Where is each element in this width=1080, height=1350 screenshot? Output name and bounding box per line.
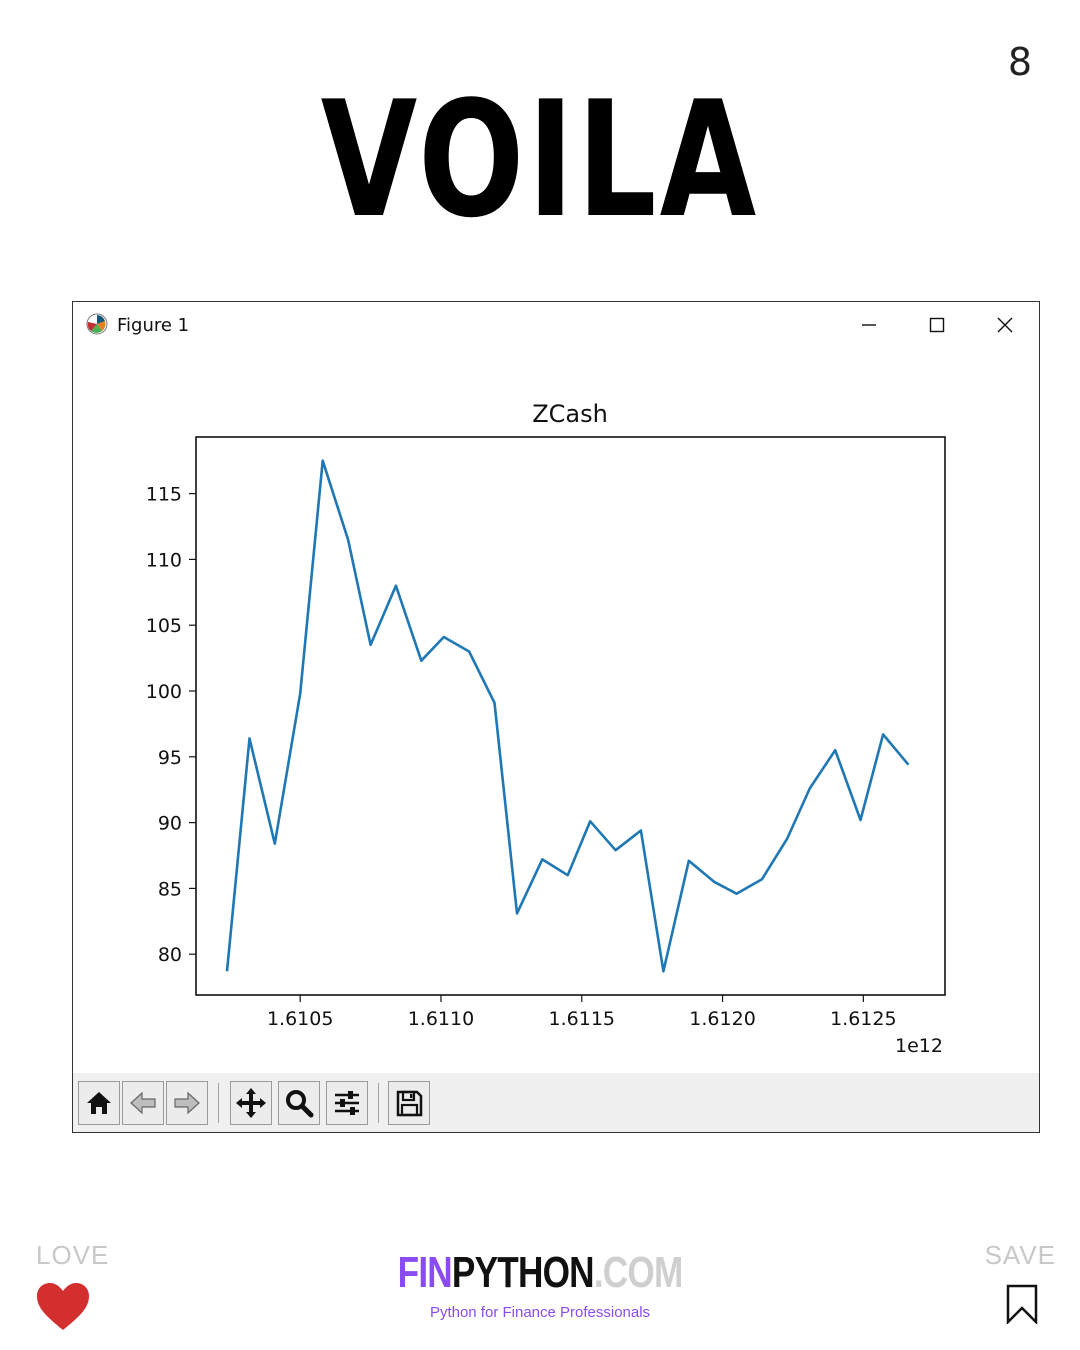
back-arrow-icon — [130, 1091, 156, 1115]
y-tick-label: 100 — [146, 681, 182, 703]
back-button[interactable] — [122, 1081, 164, 1125]
heart-icon[interactable] — [36, 1282, 90, 1332]
chart-title: ZCash — [532, 400, 608, 428]
close-icon — [997, 317, 1013, 333]
y-tick-label: 95 — [158, 747, 182, 769]
y-tick-label: 105 — [146, 615, 182, 637]
save-label: SAVE — [984, 1240, 1056, 1270]
pan-button[interactable] — [230, 1081, 272, 1125]
brand-fin: FIN — [397, 1248, 453, 1297]
page-number: 8 — [1007, 40, 1032, 84]
y-tick-label: 115 — [146, 484, 182, 506]
x-tick-label: 1.6115 — [549, 1008, 615, 1030]
minimize-button[interactable] — [849, 308, 889, 342]
toolbar-separator — [218, 1083, 219, 1123]
forward-arrow-icon — [174, 1091, 200, 1115]
page-heading: VOILA — [320, 66, 760, 253]
close-button[interactable] — [985, 308, 1025, 342]
brand-logo: FINPYTHON.COM — [0, 1248, 1080, 1298]
configure-subplots-button[interactable] — [326, 1081, 368, 1125]
maximize-button[interactable] — [917, 308, 957, 342]
matplotlib-logo-icon — [86, 313, 108, 335]
save-figure-button[interactable] — [388, 1081, 430, 1125]
x-tick-label: 1.6120 — [689, 1008, 755, 1030]
figure-window: Figure 1 ZCash 1.6105 1.6110 1.6115 1.6120 1… — [72, 301, 1040, 1133]
save-figure-icon — [396, 1090, 423, 1117]
configure-subplots-icon — [335, 1091, 359, 1115]
window-title: Figure 1 — [117, 315, 190, 336]
pan-icon — [236, 1088, 266, 1118]
plot-frame — [195, 436, 946, 996]
bookmark-icon[interactable] — [1005, 1284, 1039, 1324]
zoom-button[interactable] — [278, 1081, 320, 1125]
brand-com: .COM — [593, 1248, 684, 1297]
y-tick-label: 80 — [158, 944, 182, 966]
zoom-icon — [286, 1090, 314, 1118]
y-tick-label: 85 — [158, 878, 182, 900]
y-tick-label: 110 — [146, 549, 182, 571]
brand-tagline: Python for Finance Professionals — [429, 1304, 651, 1321]
plot-canvas[interactable]: ZCash 1.6105 1.6110 1.6115 1.6120 1.6125 80 85… — [73, 350, 1039, 1073]
home-button[interactable] — [78, 1081, 120, 1125]
y-tick-label: 90 — [158, 813, 182, 835]
x-axis-offset-label: 1e12 — [895, 1035, 943, 1057]
x-tick-label: 1.6125 — [830, 1008, 896, 1030]
x-tick-label: 1.6105 — [267, 1008, 333, 1030]
window-titlebar[interactable]: Figure 1 — [73, 302, 1039, 350]
maximize-icon — [929, 317, 945, 333]
x-tick-label: 1.6110 — [408, 1008, 474, 1030]
brand-python: PYTHON — [451, 1248, 595, 1297]
forward-button[interactable] — [166, 1081, 208, 1125]
toolbar-separator — [378, 1083, 379, 1123]
love-label: LOVE — [36, 1240, 110, 1270]
series-line-zcash — [225, 459, 910, 973]
home-icon — [87, 1092, 111, 1114]
minimize-icon — [862, 324, 876, 326]
navigation-toolbar — [73, 1073, 1039, 1132]
